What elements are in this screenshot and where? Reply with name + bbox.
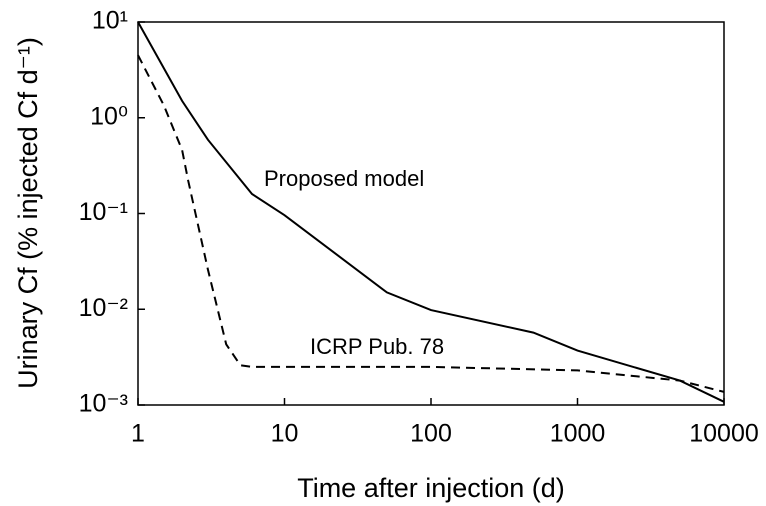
y-tick-label: 10⁻¹ bbox=[79, 198, 128, 226]
y-tick-label: 10⁻³ bbox=[79, 390, 128, 418]
y-axis-label: Urinary Cf (% injected Cf d⁻¹) bbox=[13, 37, 43, 389]
x-tick-label: 10000 bbox=[689, 420, 759, 448]
x-tick-label: 10 bbox=[271, 420, 299, 448]
x-axis-label: Time after injection (d) bbox=[297, 473, 565, 503]
series-line bbox=[137, 54, 725, 393]
y-tick-label: 10⁻² bbox=[79, 294, 128, 322]
x-tick-label: 1 bbox=[131, 420, 145, 448]
y-tick-label: 10¹ bbox=[92, 7, 128, 35]
x-tick-label: 1000 bbox=[550, 420, 606, 448]
series-label: Proposed model bbox=[264, 166, 424, 191]
x-tick-label: 100 bbox=[410, 420, 452, 448]
series-line bbox=[137, 21, 725, 403]
series-label: ICRP Pub. 78 bbox=[310, 334, 444, 359]
y-tick-label: 10⁰ bbox=[90, 102, 128, 130]
